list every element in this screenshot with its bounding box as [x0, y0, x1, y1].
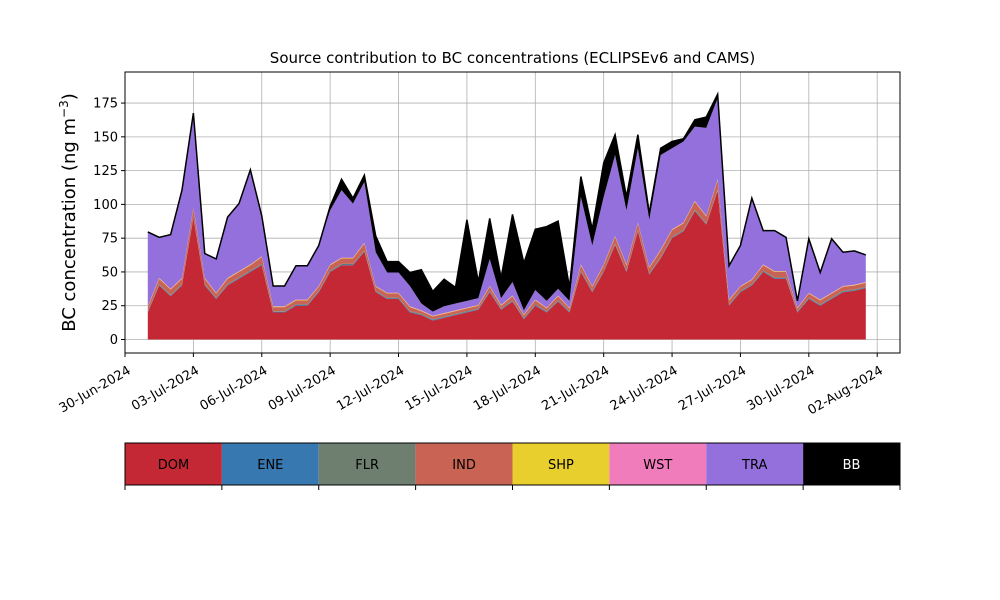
- legend-swatch-tra: [706, 443, 804, 485]
- legend-swatch-wst: [609, 443, 707, 485]
- legend-label-ind: IND: [452, 458, 476, 473]
- legend-swatch-flr: [318, 443, 416, 485]
- legend-label-shp: SHP: [548, 458, 574, 473]
- legend-swatch-dom: [125, 443, 222, 485]
- y-tick-label: 0: [110, 333, 118, 348]
- y-axis-label-superscript: −3: [57, 100, 71, 118]
- legend-colorbar: DOM ENE FLR IND SHP WST TRA BB: [124, 442, 901, 490]
- legend-label-ene: ENE: [257, 458, 283, 473]
- total-line: [147, 91, 867, 301]
- y-tick-label: 100: [93, 198, 118, 213]
- area-dom: [147, 190, 866, 340]
- axes: [124, 71, 901, 354]
- legend-label-dom: DOM: [158, 458, 189, 473]
- y-tick-label: 125: [93, 164, 118, 179]
- chart-title: Source contribution to BC concentrations…: [270, 49, 755, 67]
- legend-label-tra: TRA: [741, 458, 767, 473]
- plot-frame: [124, 71, 901, 354]
- legend-swatch-bb: [803, 443, 900, 485]
- y-axis-ticks: 0 25 50 75 100 125 150 175: [93, 97, 125, 348]
- y-axis-label: BC concentration (ng m−3): [57, 93, 80, 332]
- y-axis-label-main: BC concentration (ng m: [59, 118, 80, 332]
- legend-swatch-ind: [415, 443, 513, 485]
- y-tick-label: 150: [93, 130, 118, 145]
- y-axis-label-close: ): [59, 93, 80, 100]
- area-tra: [147, 98, 866, 316]
- stacked-area-layer: [147, 91, 867, 340]
- legend-label-wst: WST: [643, 458, 672, 473]
- y-tick-label: 175: [93, 97, 118, 112]
- y-tick-label: 50: [101, 265, 118, 280]
- y-tick-label: 25: [101, 299, 118, 314]
- area-bb: [147, 94, 866, 312]
- legend-swatch-ene: [221, 443, 319, 485]
- y-tick-label: 75: [101, 232, 118, 247]
- legend-label-flr: FLR: [355, 458, 379, 473]
- legend-label-bb: BB: [843, 458, 861, 473]
- legend-swatch-shp: [512, 443, 610, 485]
